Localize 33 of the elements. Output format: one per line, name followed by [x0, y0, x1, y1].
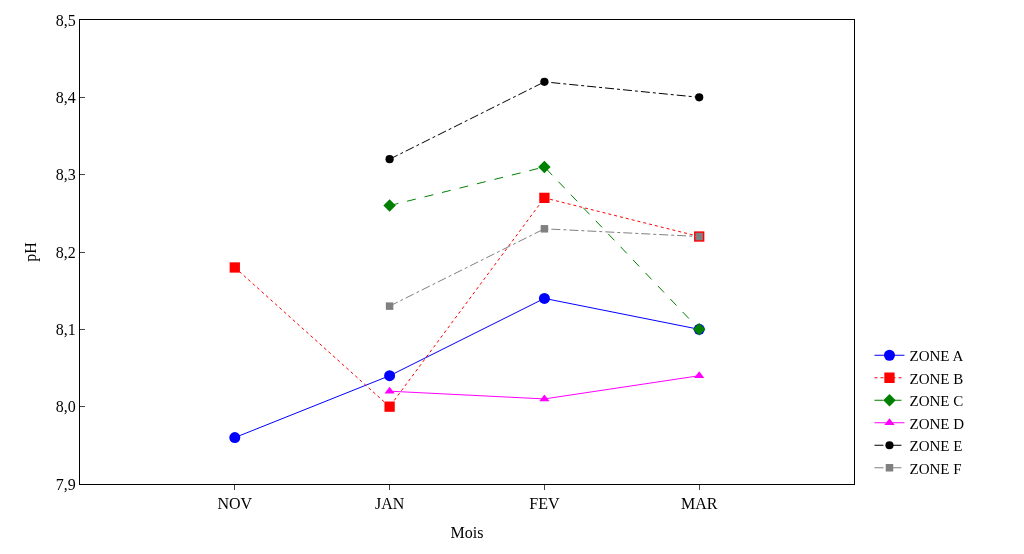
legend-label: ZONE B — [909, 370, 964, 387]
point — [384, 401, 395, 412]
point — [540, 225, 549, 233]
point — [538, 292, 550, 304]
x-axis-title: Mois — [450, 523, 484, 541]
point — [385, 302, 394, 310]
x-tick-label: MAR — [680, 495, 718, 513]
y-tick-label: 8,0 — [55, 398, 76, 416]
point — [229, 432, 241, 444]
point — [540, 77, 549, 86]
y-axis-title: pH — [21, 241, 40, 262]
legend-label: ZONE A — [909, 348, 964, 365]
y-tick-label: 8,5 — [55, 11, 76, 29]
point — [539, 394, 550, 402]
x-tick-label: FEV — [529, 495, 560, 513]
y-tick-label: 8,1 — [55, 320, 76, 338]
point — [538, 160, 551, 174]
point — [539, 192, 550, 204]
y-tick-label: 8,2 — [55, 243, 76, 261]
x-tick-label: JAN — [374, 495, 405, 513]
point — [229, 262, 240, 273]
legend-label: ZONE F — [909, 460, 962, 477]
legend-label: ZONE D — [909, 415, 965, 432]
legend-label: ZONE E — [909, 438, 963, 455]
point — [695, 93, 704, 102]
point — [385, 155, 394, 164]
y-tick-label: 7,9 — [55, 475, 76, 493]
point — [384, 370, 396, 382]
legend-label: ZONE C — [909, 393, 964, 410]
y-tick-label: 8,3 — [55, 166, 76, 184]
point — [383, 199, 396, 212]
y-tick-label: 8,4 — [55, 88, 76, 106]
x-tick-label: NOV — [217, 495, 253, 513]
